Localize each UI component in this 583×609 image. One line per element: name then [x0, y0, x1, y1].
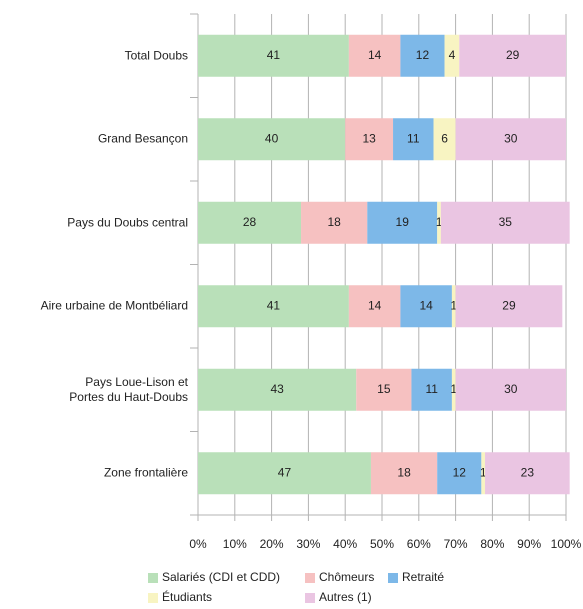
legend-label: Retraité: [402, 570, 444, 584]
bar-segment: [437, 201, 441, 244]
data-label: 1: [480, 465, 487, 479]
bar-segment: [370, 452, 438, 495]
bar-segment: [459, 34, 566, 77]
data-label: 11: [425, 382, 438, 396]
bar-segment: [455, 285, 563, 328]
bar-segment: [437, 452, 482, 495]
legend-swatch: [148, 593, 158, 603]
bar-segment: [481, 452, 486, 495]
x-tick-label: 100%: [551, 537, 582, 551]
bar-segment: [393, 118, 434, 161]
data-label: 14: [368, 298, 382, 312]
legend-swatch: [388, 573, 398, 583]
data-label: 19: [396, 215, 410, 229]
y-tick-label: Grand Besançon: [97, 131, 188, 146]
x-tick-label: 50%: [370, 537, 394, 551]
bar-segment: [301, 201, 368, 244]
data-label: 18: [397, 465, 411, 479]
y-tick-label: Total Doubs: [124, 48, 188, 63]
bar-segment: [198, 285, 349, 328]
data-label: 6: [441, 131, 448, 145]
bar-segment: [345, 118, 394, 161]
data-label: 40: [265, 131, 279, 145]
legend-label: Étudiants: [162, 589, 212, 604]
bar-segment: [400, 34, 445, 77]
data-label: 29: [506, 48, 520, 62]
bar-segment: [198, 201, 302, 244]
bar-segment: [433, 118, 456, 161]
x-tick-label: 20%: [260, 537, 284, 551]
bar-segment: [444, 34, 460, 77]
bar-segment: [411, 368, 452, 411]
x-tick-label: 0%: [189, 537, 207, 551]
legend-label: Salariés (CDI et CDD): [162, 570, 280, 584]
legend-swatch: [148, 573, 158, 583]
x-tick-label: 30%: [296, 537, 320, 551]
bar-segment: [356, 368, 412, 411]
bar-segment: [440, 201, 570, 244]
bar-segment: [348, 34, 401, 77]
data-label: 13: [362, 131, 376, 145]
data-label: 41: [267, 298, 281, 312]
data-label: 30: [504, 382, 518, 396]
bar-segment: [451, 368, 456, 411]
x-tick-label: 40%: [333, 537, 357, 551]
data-label: 35: [499, 215, 513, 229]
data-label: 30: [504, 131, 518, 145]
data-label: 18: [327, 215, 341, 229]
x-tick-label: 90%: [517, 537, 541, 551]
bar-segment: [367, 201, 438, 244]
data-label: 14: [419, 298, 433, 312]
x-tick-label: 10%: [223, 537, 247, 551]
data-label: 23: [521, 465, 535, 479]
x-tick-label: 80%: [480, 537, 504, 551]
data-label: 1: [450, 298, 457, 312]
bar-segment: [455, 368, 566, 411]
bar-segment: [348, 285, 401, 328]
data-label: 47: [278, 465, 292, 479]
data-label: 41: [267, 48, 281, 62]
bar-segment: [198, 368, 357, 411]
data-label: 12: [416, 48, 430, 62]
bar-segment: [198, 34, 349, 77]
y-tick-label: Zone frontalière: [103, 465, 188, 480]
data-label: 43: [270, 382, 284, 396]
y-tick-label: Aire urbaine de Montbéliard: [40, 298, 188, 313]
legend-label: Autres (1): [319, 590, 372, 604]
legend-label: Chômeurs: [319, 570, 374, 584]
bar-segment: [198, 452, 371, 495]
data-label: 11: [407, 131, 420, 145]
data-label: 28: [243, 215, 257, 229]
bar-segment: [400, 285, 452, 328]
y-tick-label: Pays du Doubs central: [67, 215, 188, 230]
bar-segment: [455, 118, 566, 161]
data-label: 15: [377, 382, 391, 396]
x-tick-label: 70%: [444, 537, 468, 551]
legend-swatch: [305, 593, 315, 603]
data-label: 4: [449, 48, 456, 62]
y-tick-label: Pays Loue-Lison et Portes du Haut-Doubs: [69, 374, 188, 404]
bar-segment: [451, 285, 456, 328]
bar-segment: [485, 452, 570, 495]
data-label: 14: [368, 48, 382, 62]
data-label: 1: [450, 382, 457, 396]
x-tick-label: 60%: [407, 537, 431, 551]
data-label: 12: [453, 465, 467, 479]
bar-segment: [198, 118, 346, 161]
data-label: 1: [436, 215, 443, 229]
legend-swatch: [305, 573, 315, 583]
data-label: 29: [502, 298, 516, 312]
